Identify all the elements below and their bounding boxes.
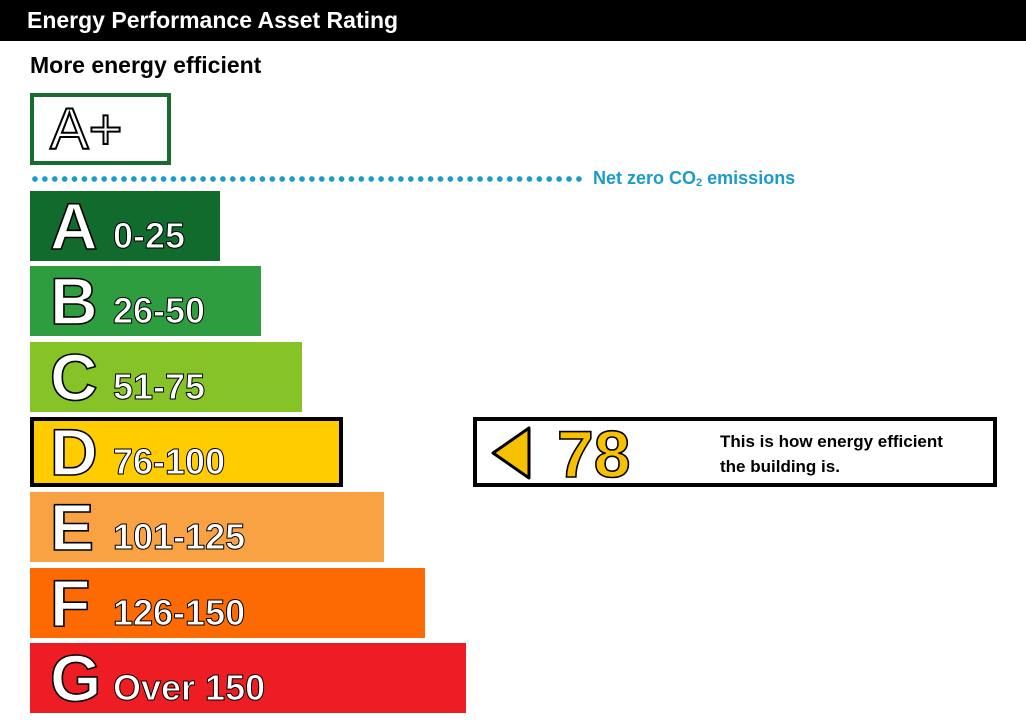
current-rating-indicator: 78 This is how energy efficient the buil… — [473, 417, 997, 491]
net-zero-label-prefix: Net zero CO — [593, 168, 697, 188]
rating-band-d: D 76-100 — [30, 414, 343, 489]
rating-band-range: Over 150 — [112, 666, 266, 708]
rating-band-letter: D — [49, 414, 98, 489]
rating-pointer-icon — [491, 426, 531, 480]
current-rating-description: This is how energy efficient the buildin… — [720, 429, 990, 479]
current-rating-score: 78 — [556, 417, 631, 491]
net-zero-dotted-line — [30, 176, 582, 182]
aplus-rating-box: A+ — [30, 93, 171, 165]
page-title: Energy Performance Asset Rating — [0, 0, 1026, 41]
rating-band-letter: F — [49, 565, 91, 640]
rating-band-e: E 101-125 — [30, 490, 384, 565]
rating-band-g: G Over 150 — [30, 640, 466, 715]
net-zero-label-suffix: emissions — [702, 168, 796, 188]
rating-band-range: 76-100 — [112, 440, 226, 482]
rating-band-range: 126-150 — [112, 591, 246, 633]
rating-band-c: C 51-75 — [30, 339, 302, 414]
net-zero-label-sub: 2 — [696, 177, 703, 189]
rating-band-range: 101-125 — [112, 516, 246, 558]
rating-band-a: A 0-25 — [30, 189, 220, 263]
rating-band-f: F 126-150 — [30, 565, 425, 640]
aplus-label: A+ — [49, 97, 124, 162]
rating-band-range: 0-25 — [112, 215, 186, 256]
rating-band-letter: G — [49, 640, 102, 715]
scale-top-label: More energy efficient — [30, 52, 262, 78]
rating-band-b: B 26-50 — [30, 264, 261, 339]
rating-band-letter: B — [49, 264, 98, 339]
rating-band-range: 26-50 — [112, 290, 206, 332]
current-rating-description-line2: the building is. — [720, 457, 840, 476]
rating-band-letter: A — [49, 189, 98, 263]
rating-band-range: 51-75 — [112, 365, 206, 407]
rating-band-letter: E — [49, 490, 95, 565]
net-zero-label: Net zero CO2 emissions — [593, 168, 795, 189]
rating-band-letter: C — [49, 339, 98, 414]
current-rating-description-line1: This is how energy efficient — [720, 432, 943, 451]
